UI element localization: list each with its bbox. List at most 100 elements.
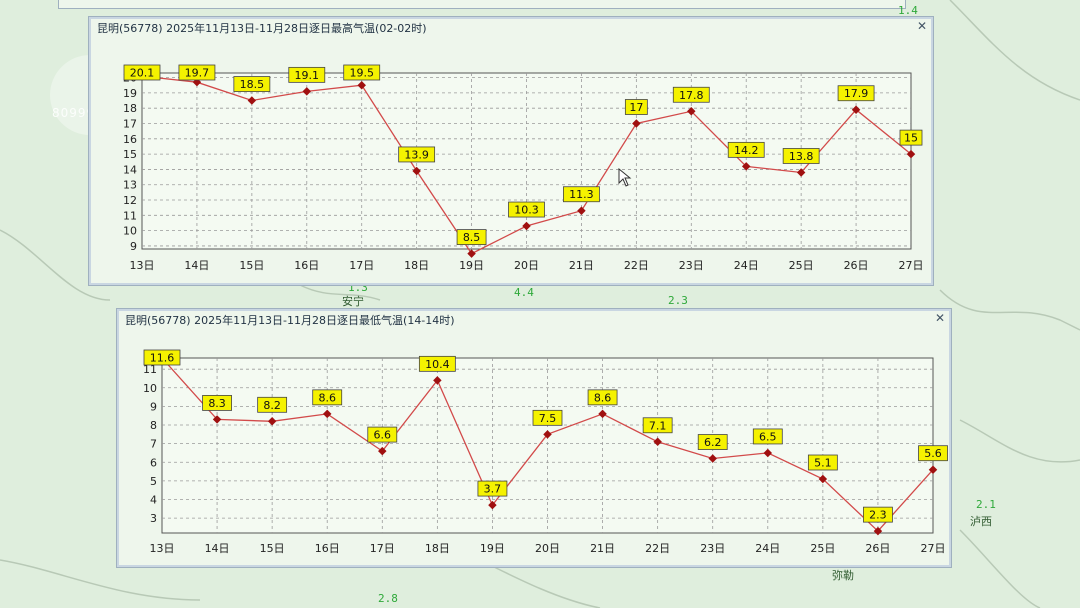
y-tick-label: 10 (123, 225, 137, 238)
data-label-box (672, 86, 710, 103)
low-temp-chart: 3 4 5 6 7 8 9 10 11 13日 14日 15日 16日 17日 18日 19日 20日 21日 22… (143, 349, 948, 555)
data-label: 20.1 (130, 67, 155, 80)
data-label: 17.9 (844, 87, 869, 100)
map-boundary (0, 559, 201, 601)
x-tick-label: 22日 (645, 542, 670, 555)
y-tick-label: 6 (150, 456, 157, 469)
x-tick-label: 13日 (150, 542, 175, 555)
x-tick-label: 26日 (865, 542, 890, 555)
data-point (763, 448, 773, 458)
map-boundary (959, 529, 1041, 608)
y-tick-label: 8 (150, 419, 157, 432)
data-label: 15 (904, 132, 918, 145)
x-tick-label: 25日 (810, 542, 835, 555)
x-tick-label: 24日 (755, 542, 780, 555)
close-icon[interactable]: ✕ (916, 19, 927, 33)
map-label-anning: 安宁 (342, 295, 364, 308)
data-label-box (456, 229, 487, 245)
chart-window-low[interactable]: 昆明(56778) 2025年11月13日-11月28日逐日最低气温(14-14… (116, 308, 952, 568)
x-tick-label: 18日 (404, 259, 429, 272)
data-point (708, 454, 717, 463)
data-label-box (624, 99, 648, 115)
data-label: 3.7 (484, 483, 502, 496)
data-label-box (697, 434, 728, 450)
x-tick-label: 16日 (294, 259, 319, 272)
x-tick-label: 18日 (425, 542, 450, 555)
data-point (412, 166, 421, 176)
x-tick-label: 14日 (184, 259, 209, 272)
y-tick-label: 13 (123, 179, 137, 192)
data-label-box (727, 141, 765, 158)
data-label: 6.5 (759, 430, 777, 443)
previous-window-edge (58, 0, 906, 9)
data-point (488, 500, 497, 510)
data-label: 7.5 (539, 412, 557, 425)
data-label: 17 (629, 101, 643, 114)
y-tick-label: 11 (143, 363, 157, 376)
chart-window-high[interactable]: 昆明(56778) 2025年11月13日-11月28日逐日最高气温(02-02… (88, 16, 934, 286)
map-label-mile: 弥勒 (832, 569, 854, 582)
y-tick-label: 5 (150, 475, 157, 488)
data-label-box (418, 355, 456, 372)
data-label-box (642, 417, 673, 434)
close-icon[interactable]: ✕ (934, 311, 945, 325)
data-label: 10.4 (425, 358, 450, 371)
map-boundary (0, 229, 111, 301)
x-tick-label: 27日 (921, 542, 946, 555)
map-value: 2.1 (976, 498, 996, 511)
data-label-box (587, 389, 618, 406)
data-label-box (143, 349, 181, 366)
data-label: 11.6 (150, 352, 175, 365)
data-label: 2.3 (869, 509, 887, 522)
map-boundary (959, 419, 1080, 463)
x-tick-label: 17日 (349, 259, 374, 272)
y-tick-label: 16 (123, 133, 137, 146)
y-tick-label: 10 (143, 382, 157, 395)
x-tick-label: 21日 (569, 259, 594, 272)
data-label: 14.2 (734, 144, 759, 157)
data-label: 8.2 (263, 399, 281, 412)
data-label-box (288, 66, 326, 83)
data-label-box (477, 480, 508, 497)
map-label-luxi: 泸西 (970, 515, 992, 528)
x-tick-label: 20日 (535, 542, 560, 555)
data-label: 13.8 (789, 150, 814, 163)
data-label-box (312, 389, 343, 406)
y-tick-label: 11 (123, 209, 137, 222)
data-label: 7.1 (649, 419, 667, 432)
data-label-box (563, 186, 600, 203)
y-tick-label: 18 (123, 102, 137, 115)
data-label: 5.6 (924, 447, 942, 460)
data-point (467, 249, 476, 258)
x-tick-label: 15日 (260, 542, 285, 555)
x-tick-label: 20日 (514, 259, 539, 272)
x-tick-label: 19日 (480, 542, 505, 555)
data-label-box (398, 146, 436, 163)
data-point (247, 96, 257, 105)
data-label-box (123, 64, 161, 81)
data-label: 8.3 (208, 397, 226, 410)
data-label: 17.8 (679, 89, 704, 102)
x-tick-label: 27日 (899, 259, 924, 272)
y-tick-label: 15 (123, 148, 137, 161)
data-label-box (202, 395, 232, 411)
x-tick-label: 23日 (700, 542, 725, 555)
map-boundary (939, 289, 1080, 331)
y-tick-label: 4 (150, 493, 157, 506)
data-point (357, 81, 366, 90)
x-tick-label: 14日 (205, 542, 230, 555)
x-tick-label: 25日 (789, 259, 814, 272)
data-label-box (807, 454, 838, 471)
x-tick-label: 15日 (239, 259, 264, 272)
data-point (433, 376, 442, 385)
data-label: 8.6 (318, 391, 336, 404)
y-tick-label: 7 (150, 438, 157, 451)
y-tick-label: 3 (150, 512, 157, 525)
x-tick-label: 16日 (315, 542, 340, 555)
y-tick-label: 19 (123, 87, 137, 100)
data-point (302, 87, 312, 96)
map-value: 2.3 (668, 294, 688, 307)
data-point (378, 446, 387, 456)
x-tick-label: 22日 (624, 259, 649, 272)
data-label-box (752, 428, 783, 445)
